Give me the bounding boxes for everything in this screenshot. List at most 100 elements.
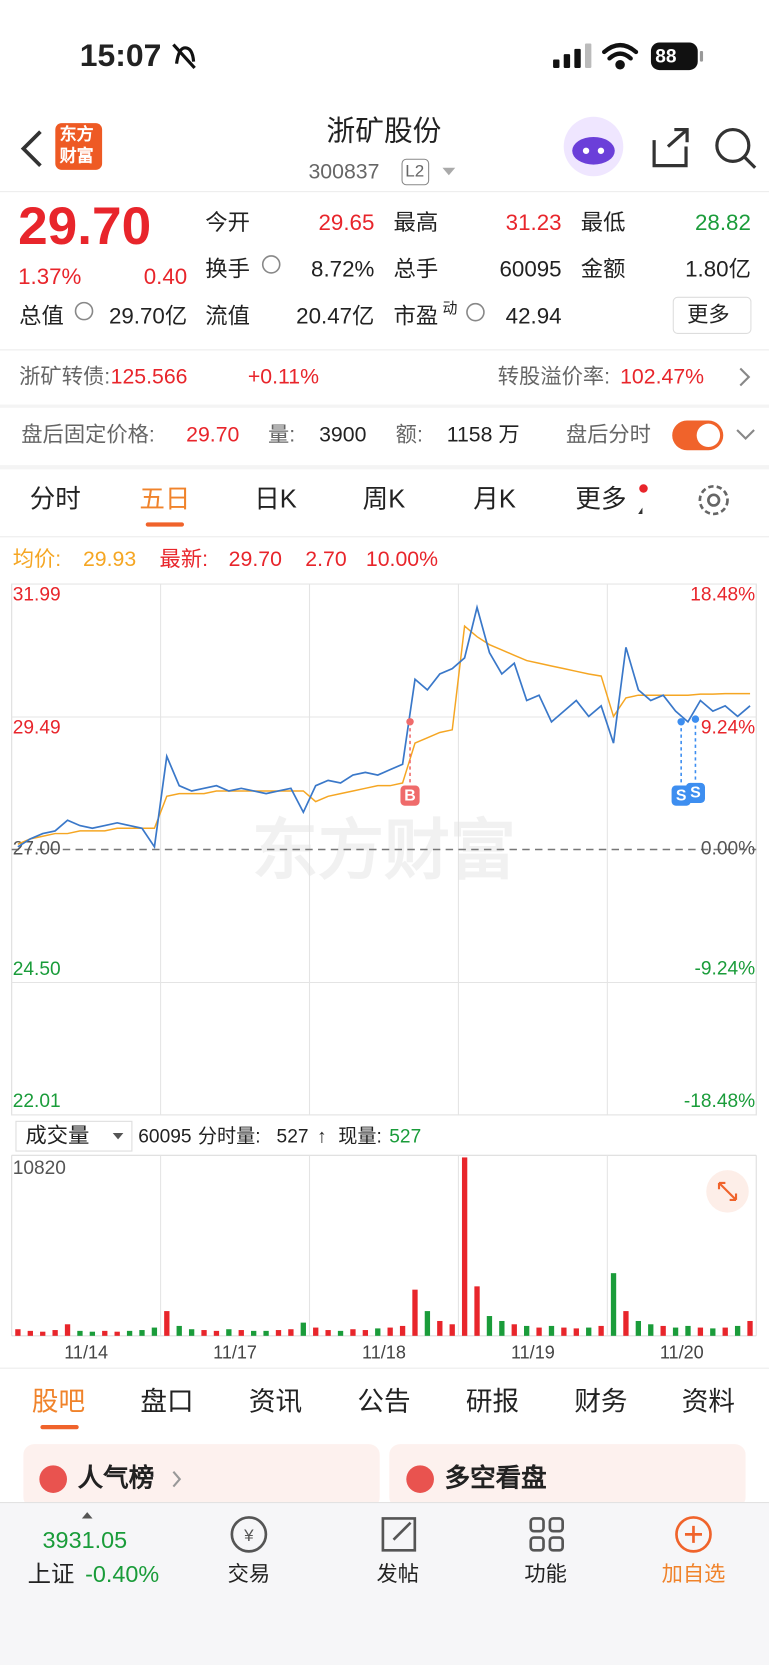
y-tick-label: 24.50	[13, 959, 61, 980]
level-text: L2	[405, 162, 425, 181]
volume-bar	[27, 1330, 33, 1336]
after-hours-label: 量:	[268, 423, 296, 448]
index-value[interactable]: 3931.05	[42, 1526, 128, 1554]
volume-bar	[337, 1330, 344, 1336]
y2-tick-label: 18.48%	[690, 585, 755, 606]
volume-bar	[325, 1330, 331, 1336]
nav-item[interactable]: 功能	[524, 1563, 567, 1587]
trade-mark-label: B	[404, 787, 416, 804]
card[interactable]	[23, 1444, 380, 1508]
volume-selector[interactable]	[15, 1120, 133, 1152]
info-icons	[74, 255, 485, 322]
premium-label: 转股溢价率:	[497, 365, 611, 389]
bottom-tab[interactable]: 公告	[357, 1387, 411, 1418]
x-tick-label: 11/20	[660, 1343, 704, 1363]
y-tick-label: 29.49	[13, 718, 61, 739]
after-hours-volume: 3900	[319, 423, 367, 448]
volume-bar	[524, 1325, 530, 1336]
share-button[interactable]	[652, 127, 689, 168]
battery-icon	[650, 42, 698, 71]
volume-bar	[350, 1329, 356, 1336]
volume-bar	[52, 1330, 58, 1336]
logo-text: 财富	[59, 147, 94, 166]
volume-bar	[176, 1325, 182, 1336]
last-change: 2.70	[305, 547, 347, 572]
current-volume: 527	[389, 1125, 422, 1147]
index-name[interactable]: 上证	[27, 1560, 75, 1588]
volume-bar	[288, 1329, 294, 1336]
chart-tab[interactable]: 日K	[254, 485, 297, 514]
trade-mark-point	[406, 718, 414, 726]
volume-bar	[213, 1330, 220, 1336]
volume-bar	[77, 1330, 83, 1336]
chart-tab[interactable]: 更多	[575, 485, 627, 514]
field-value: 31.23	[505, 210, 562, 236]
chart-tab[interactable]: 分时	[29, 485, 81, 514]
field-label: 市盈	[393, 304, 439, 329]
battery-tip	[699, 50, 704, 62]
active-bottom-tab-underline	[40, 1425, 79, 1430]
stock-name: 浙矿股份	[326, 115, 442, 148]
field-label: 总手	[393, 257, 439, 282]
last-value: 29.70	[228, 547, 282, 572]
code-dropdown[interactable]	[442, 167, 456, 176]
chart-tab-active[interactable]: 五日	[139, 485, 191, 514]
bottom-tab[interactable]: 资料	[681, 1387, 735, 1418]
field-label: 总值	[19, 304, 64, 329]
volume-bar	[499, 1320, 505, 1336]
field-label: 今开	[205, 210, 250, 236]
tick-arrow: ↑	[316, 1125, 327, 1147]
price: 29.70	[18, 196, 152, 256]
active-tab-underline	[145, 522, 185, 527]
x-tick-label: 11/19	[511, 1343, 555, 1363]
volume-bar	[548, 1325, 555, 1336]
volume-bar	[313, 1327, 319, 1336]
volume-bar	[437, 1320, 443, 1336]
nav-item[interactable]: 交易	[227, 1563, 271, 1587]
field-sup: 动	[442, 299, 458, 317]
svg-text:¥: ¥	[243, 1526, 254, 1545]
volume-bar	[375, 1328, 381, 1336]
bottom-tab[interactable]: 盘口	[140, 1387, 194, 1418]
volume-bar	[511, 1324, 517, 1336]
volume-bar	[201, 1330, 207, 1336]
index-change[interactable]: -0.40%	[85, 1560, 160, 1588]
bottom-tab[interactable]: 研报	[465, 1387, 520, 1418]
tick-volume: 527	[276, 1125, 309, 1147]
card-title[interactable]: 多空看盘	[444, 1464, 547, 1493]
nav-item[interactable]: 加自选	[661, 1563, 726, 1587]
volume-bar	[672, 1327, 679, 1336]
nav-item[interactable]: 发帖	[376, 1563, 420, 1587]
volume-bar	[412, 1289, 418, 1336]
field-value: 29.65	[318, 210, 375, 236]
y2-tick-label: -9.24%	[695, 959, 756, 980]
volume-bar	[226, 1329, 232, 1336]
card-title[interactable]: 人气榜	[77, 1464, 155, 1493]
bottom-nav	[0, 1502, 769, 1665]
bottom-tab[interactable]: 财务	[574, 1387, 628, 1418]
card[interactable]	[389, 1444, 746, 1508]
volume-bar	[15, 1329, 21, 1336]
volume-selector-label[interactable]: 成交量	[25, 1124, 90, 1148]
after-hours-chevron[interactable]	[736, 429, 755, 441]
chart-tab[interactable]: 月K	[473, 485, 516, 514]
chart-tab[interactable]: 周K	[362, 485, 406, 514]
more-button-label[interactable]: 更多	[687, 303, 730, 328]
bottom-tab[interactable]: 资讯	[248, 1387, 303, 1418]
back-button[interactable]	[20, 130, 42, 167]
volume-bar	[263, 1330, 269, 1336]
volume-bar	[660, 1325, 666, 1336]
bottom-tab-active[interactable]: 股吧	[31, 1387, 86, 1418]
y-tick-label: 10820	[13, 1158, 66, 1179]
more-button[interactable]	[672, 296, 752, 334]
search-button[interactable]	[715, 127, 751, 163]
field-value: 1.80亿	[685, 257, 751, 282]
avg-label: 均价:	[12, 547, 62, 572]
trade-mark-label: S	[690, 785, 701, 802]
volume-bar	[449, 1324, 455, 1336]
change: 0.40	[143, 264, 188, 290]
volume-bar	[300, 1322, 306, 1336]
bond-chevron[interactable]	[739, 367, 751, 387]
volume-bar	[747, 1320, 753, 1336]
settings-button[interactable]	[698, 485, 729, 516]
